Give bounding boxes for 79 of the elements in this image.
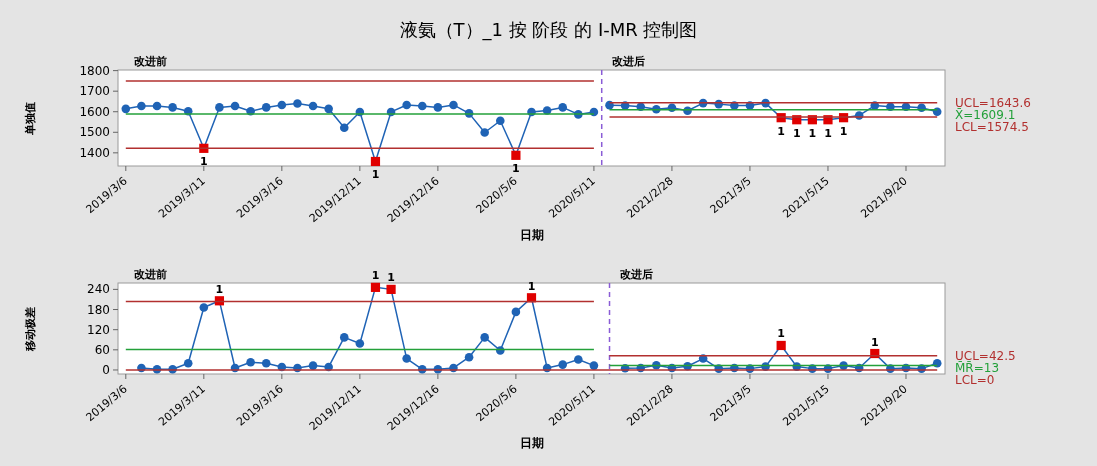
point	[308, 361, 318, 370]
point	[121, 104, 131, 114]
point	[480, 128, 489, 137]
annotation: 1	[839, 124, 848, 138]
point	[449, 100, 458, 110]
point	[339, 333, 349, 342]
text: 改进前	[133, 55, 167, 68]
annotation: 1	[215, 282, 224, 296]
point	[293, 99, 302, 108]
point	[464, 352, 474, 362]
y-tick-label: 60	[94, 342, 110, 357]
y-axis-title: 移动极差	[24, 306, 37, 352]
y-tick-label: 0	[102, 362, 110, 377]
text: 1	[371, 269, 380, 283]
point	[402, 354, 411, 363]
annotation: 1	[387, 271, 395, 285]
annotation: 1	[777, 327, 785, 341]
point	[386, 284, 396, 294]
point	[776, 340, 786, 351]
point	[511, 150, 521, 160]
annotation: 1	[824, 126, 832, 140]
series-label: UCL=1643.6	[955, 95, 1031, 110]
point	[558, 103, 568, 112]
point	[574, 355, 583, 364]
point	[261, 103, 271, 112]
x-axis-title: 日期	[519, 436, 544, 450]
annotation: 1	[808, 126, 817, 140]
text: 改进前	[133, 268, 167, 281]
point	[199, 303, 209, 312]
point	[183, 358, 193, 368]
text: 改进后	[619, 268, 653, 281]
point	[932, 358, 942, 368]
point	[495, 116, 505, 126]
point	[402, 100, 411, 110]
y-axis-title: 单独值	[24, 101, 37, 136]
point	[339, 123, 349, 133]
point	[168, 103, 177, 112]
point	[417, 101, 427, 111]
point	[246, 357, 255, 367]
y-tick-label: 240	[87, 282, 110, 297]
annotation: 1	[777, 124, 785, 138]
chart-title: 液氨（T）_1 按 阶段 的 I-MR 控制图	[399, 19, 698, 41]
y-tick-label: 1700	[79, 84, 110, 99]
point	[277, 100, 287, 110]
point	[152, 101, 162, 111]
series-label: LCL=1574.5	[955, 119, 1029, 134]
point	[137, 101, 146, 111]
y-tick-label: 1800	[79, 63, 110, 78]
text: 1	[371, 168, 380, 182]
series-label: X̄=1609.1	[955, 107, 1016, 122]
point	[355, 339, 365, 348]
point	[308, 101, 318, 111]
annotation: 1	[792, 126, 801, 140]
point	[370, 156, 381, 167]
point	[370, 282, 381, 292]
point	[433, 103, 443, 112]
point	[589, 361, 599, 370]
point	[511, 307, 521, 317]
point	[558, 360, 568, 369]
point	[324, 104, 333, 114]
series-label: UCL=42.5	[955, 348, 1016, 363]
y-tick-label: 1500	[79, 125, 110, 140]
annotation: 1	[527, 279, 536, 293]
annotation: 1	[870, 335, 879, 349]
x-axis-title: 日期	[519, 228, 544, 242]
series-label: M̄R̄=13	[955, 360, 1000, 375]
series-label: LCL=0	[955, 372, 995, 387]
y-tick-label: 180	[87, 302, 110, 317]
annotation: 1	[199, 155, 208, 169]
point	[261, 358, 271, 368]
point	[230, 101, 240, 111]
point	[215, 103, 224, 112]
annotation: 1	[512, 162, 520, 176]
y-tick-label: 1400	[79, 145, 110, 160]
text: 改进后	[611, 55, 645, 68]
point	[698, 354, 708, 363]
point	[480, 333, 489, 342]
y-tick-label: 1600	[79, 104, 110, 119]
y-tick-label: 120	[87, 322, 110, 337]
